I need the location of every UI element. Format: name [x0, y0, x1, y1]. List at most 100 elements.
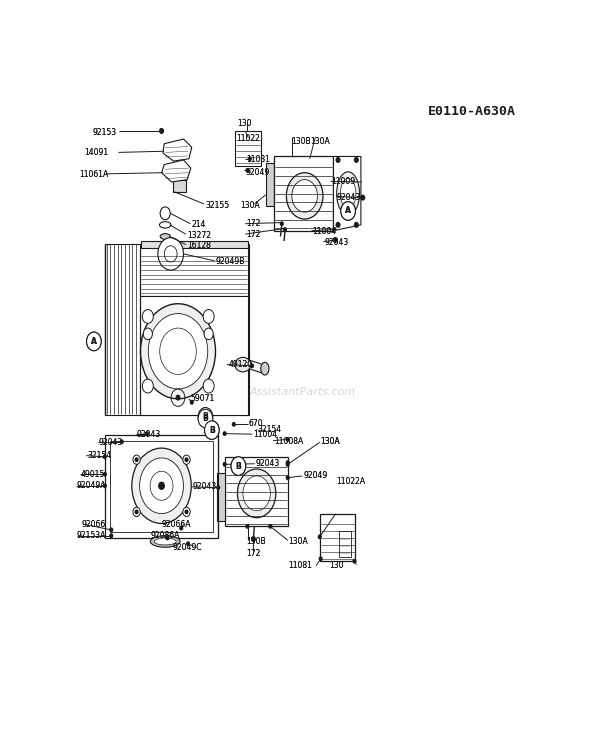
Text: 92043: 92043	[99, 438, 123, 447]
Text: 92049A: 92049A	[76, 481, 106, 490]
Text: 13272: 13272	[187, 231, 211, 239]
Circle shape	[243, 476, 270, 511]
Circle shape	[353, 559, 356, 563]
Text: 130B: 130B	[291, 137, 311, 146]
Polygon shape	[162, 160, 191, 182]
Circle shape	[284, 227, 286, 231]
Text: 11022: 11022	[237, 134, 260, 143]
Circle shape	[142, 379, 153, 393]
Text: 172: 172	[247, 230, 261, 239]
Text: 11081: 11081	[247, 155, 270, 164]
Bar	[274, 157, 333, 230]
Text: 130A: 130A	[310, 137, 330, 146]
Text: 130A: 130A	[310, 137, 330, 146]
Bar	[140, 296, 248, 415]
Text: 14091: 14091	[84, 148, 108, 157]
Text: AssistantParts.com: AssistantParts.com	[249, 387, 356, 397]
Text: 214: 214	[192, 221, 206, 230]
Circle shape	[203, 309, 214, 324]
Circle shape	[176, 395, 180, 400]
Text: 11004: 11004	[313, 227, 336, 236]
Text: 16128: 16128	[187, 241, 211, 250]
Circle shape	[319, 557, 322, 560]
Circle shape	[355, 157, 358, 162]
Circle shape	[286, 172, 323, 219]
Text: 92049B: 92049B	[215, 258, 245, 267]
Circle shape	[140, 303, 215, 399]
Text: 11004: 11004	[313, 227, 336, 236]
Text: 11008A: 11008A	[274, 437, 303, 446]
Bar	[320, 514, 355, 561]
Text: 92066: 92066	[82, 520, 106, 529]
Text: 92043: 92043	[337, 193, 361, 202]
Circle shape	[198, 410, 213, 428]
Circle shape	[142, 309, 153, 324]
Text: 11061A: 11061A	[79, 170, 109, 179]
Ellipse shape	[337, 172, 359, 215]
Text: 92043: 92043	[324, 239, 349, 247]
Text: 130A: 130A	[321, 437, 340, 446]
Ellipse shape	[154, 538, 176, 545]
Circle shape	[333, 238, 337, 242]
Text: B: B	[209, 425, 215, 434]
Circle shape	[143, 328, 152, 340]
Circle shape	[160, 207, 171, 220]
Text: 92049: 92049	[303, 471, 327, 480]
Text: 49015: 49015	[81, 470, 105, 479]
Text: 130A: 130A	[289, 537, 309, 546]
Text: 32155: 32155	[205, 200, 230, 209]
Text: 92049: 92049	[245, 168, 270, 177]
Text: 92049B: 92049B	[215, 258, 245, 267]
Text: A: A	[91, 337, 97, 346]
Circle shape	[159, 483, 164, 489]
Circle shape	[132, 448, 191, 523]
Text: 32154: 32154	[258, 425, 281, 434]
Text: 59071: 59071	[191, 395, 215, 404]
Circle shape	[185, 510, 188, 514]
Text: 130A: 130A	[321, 437, 340, 446]
Text: 92153A: 92153A	[76, 531, 106, 540]
Text: 32155: 32155	[205, 200, 230, 209]
Ellipse shape	[235, 358, 251, 372]
Circle shape	[87, 332, 101, 351]
Circle shape	[251, 364, 254, 367]
Text: 11004: 11004	[253, 430, 277, 439]
Circle shape	[110, 534, 113, 538]
Circle shape	[355, 223, 358, 227]
Text: 11009: 11009	[331, 177, 355, 186]
Text: 92043: 92043	[255, 459, 280, 468]
Polygon shape	[333, 157, 361, 230]
Circle shape	[341, 202, 355, 220]
Text: 130B: 130B	[247, 537, 266, 546]
Circle shape	[217, 486, 219, 489]
Circle shape	[269, 525, 272, 528]
Circle shape	[148, 313, 208, 389]
Text: 130: 130	[329, 561, 343, 570]
Circle shape	[237, 469, 276, 517]
Circle shape	[135, 458, 138, 462]
Text: 130A: 130A	[289, 537, 309, 546]
Circle shape	[251, 537, 255, 541]
Text: 13272: 13272	[187, 231, 211, 239]
Text: 670: 670	[248, 419, 263, 428]
Bar	[217, 473, 225, 520]
Text: 130A: 130A	[321, 437, 340, 446]
Text: 130: 130	[237, 119, 252, 128]
Text: A: A	[345, 206, 351, 215]
Text: 11008A: 11008A	[274, 437, 303, 446]
Text: 92043: 92043	[324, 239, 349, 247]
Circle shape	[146, 432, 148, 435]
Bar	[266, 163, 274, 206]
Text: 92049: 92049	[303, 471, 327, 480]
Circle shape	[204, 328, 213, 340]
Text: 92153: 92153	[92, 127, 116, 136]
Circle shape	[135, 510, 138, 514]
Circle shape	[158, 238, 183, 270]
Bar	[105, 244, 249, 415]
Text: 92043: 92043	[192, 483, 217, 492]
Text: 172: 172	[247, 230, 261, 239]
Circle shape	[185, 458, 188, 462]
Circle shape	[164, 245, 177, 262]
Circle shape	[133, 455, 140, 465]
Ellipse shape	[160, 233, 171, 239]
